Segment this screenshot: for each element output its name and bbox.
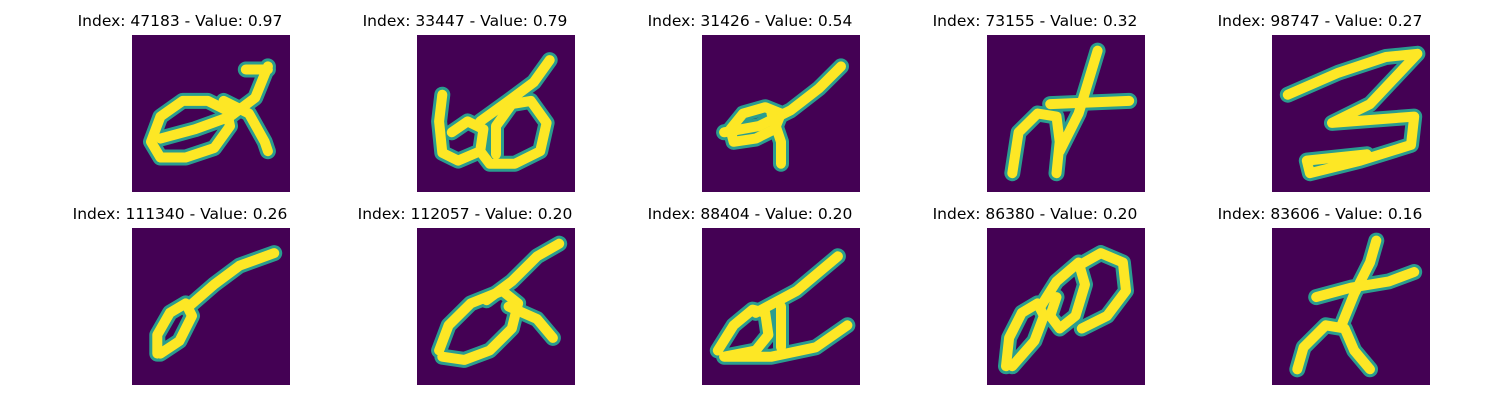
subplot: Index: 33447 - Value: 0.79 [315,0,615,192]
subplot-title: Index: 73155 - Value: 0.32 [932,12,1138,30]
stroke-core [503,301,558,343]
subplot-title: Index: 31426 - Value: 0.54 [647,12,853,30]
digit-canvas [132,35,290,192]
stroke-core [1292,320,1375,375]
stroke-core [475,95,552,169]
subplot-title: Index: 86380 - Value: 0.20 [932,205,1138,223]
stroke-core [1045,95,1135,110]
stroke-core [1311,267,1420,303]
digit-image [132,228,290,385]
digit-image [987,228,1145,385]
stroke-core [481,238,565,306]
stroke-core [434,89,489,166]
subplot: Index: 112057 - Value: 0.20 [315,193,615,385]
subplot: Index: 47183 - Value: 0.97 [30,0,330,192]
digit-canvas [702,35,860,192]
subplot: Index: 31426 - Value: 0.54 [600,0,900,192]
subplot-title: Index: 111340 - Value: 0.26 [72,205,288,223]
stroke-core [1073,248,1131,334]
subplot: Index: 111340 - Value: 0.26 [30,193,330,385]
digit-image [417,35,575,192]
subplot-title: Index: 83606 - Value: 0.16 [1217,205,1423,223]
stroke-core [1035,257,1090,334]
stroke-core [1054,45,1103,157]
subplot: Index: 86380 - Value: 0.20 [885,193,1185,385]
digit-canvas [132,228,290,385]
subplot-title: Index: 112057 - Value: 0.20 [357,205,573,223]
stroke-core [719,61,846,138]
digit-canvas [417,228,575,385]
digit-image [702,35,860,192]
digit-canvas [702,228,860,385]
stroke-core [434,285,524,365]
digit-image [132,35,290,192]
stroke-core [146,95,235,163]
digit-canvas [987,228,1145,385]
subplot: Index: 88404 - Value: 0.20 [600,193,900,385]
subplot-title: Index: 47183 - Value: 0.97 [77,12,283,30]
digit-image [1272,228,1430,385]
stroke-core [475,55,555,127]
stroke-core [712,304,853,362]
digit-image [417,228,575,385]
digit-image [1272,35,1430,192]
stroke-core [155,61,273,144]
stroke-core [218,95,273,157]
digit-canvas [1272,35,1430,192]
digit-canvas [417,35,575,192]
subplot: Index: 98747 - Value: 0.27 [1170,0,1470,192]
digit-canvas [987,35,1145,192]
digit-image [702,228,860,385]
digit-canvas [1272,228,1430,385]
subplot-title: Index: 33447 - Value: 0.79 [362,12,568,30]
subplot: Index: 73155 - Value: 0.32 [885,0,1185,192]
stroke-core [183,248,280,312]
subplot: Index: 83606 - Value: 0.16 [1170,193,1470,385]
digit-image [987,35,1145,192]
stroke-core [1336,235,1382,331]
stroke-core [1282,48,1423,179]
stroke-core [750,251,843,318]
subplot-title: Index: 98747 - Value: 0.27 [1217,12,1423,30]
subplot-title: Index: 88404 - Value: 0.20 [647,205,853,223]
stroke-core [766,108,786,169]
